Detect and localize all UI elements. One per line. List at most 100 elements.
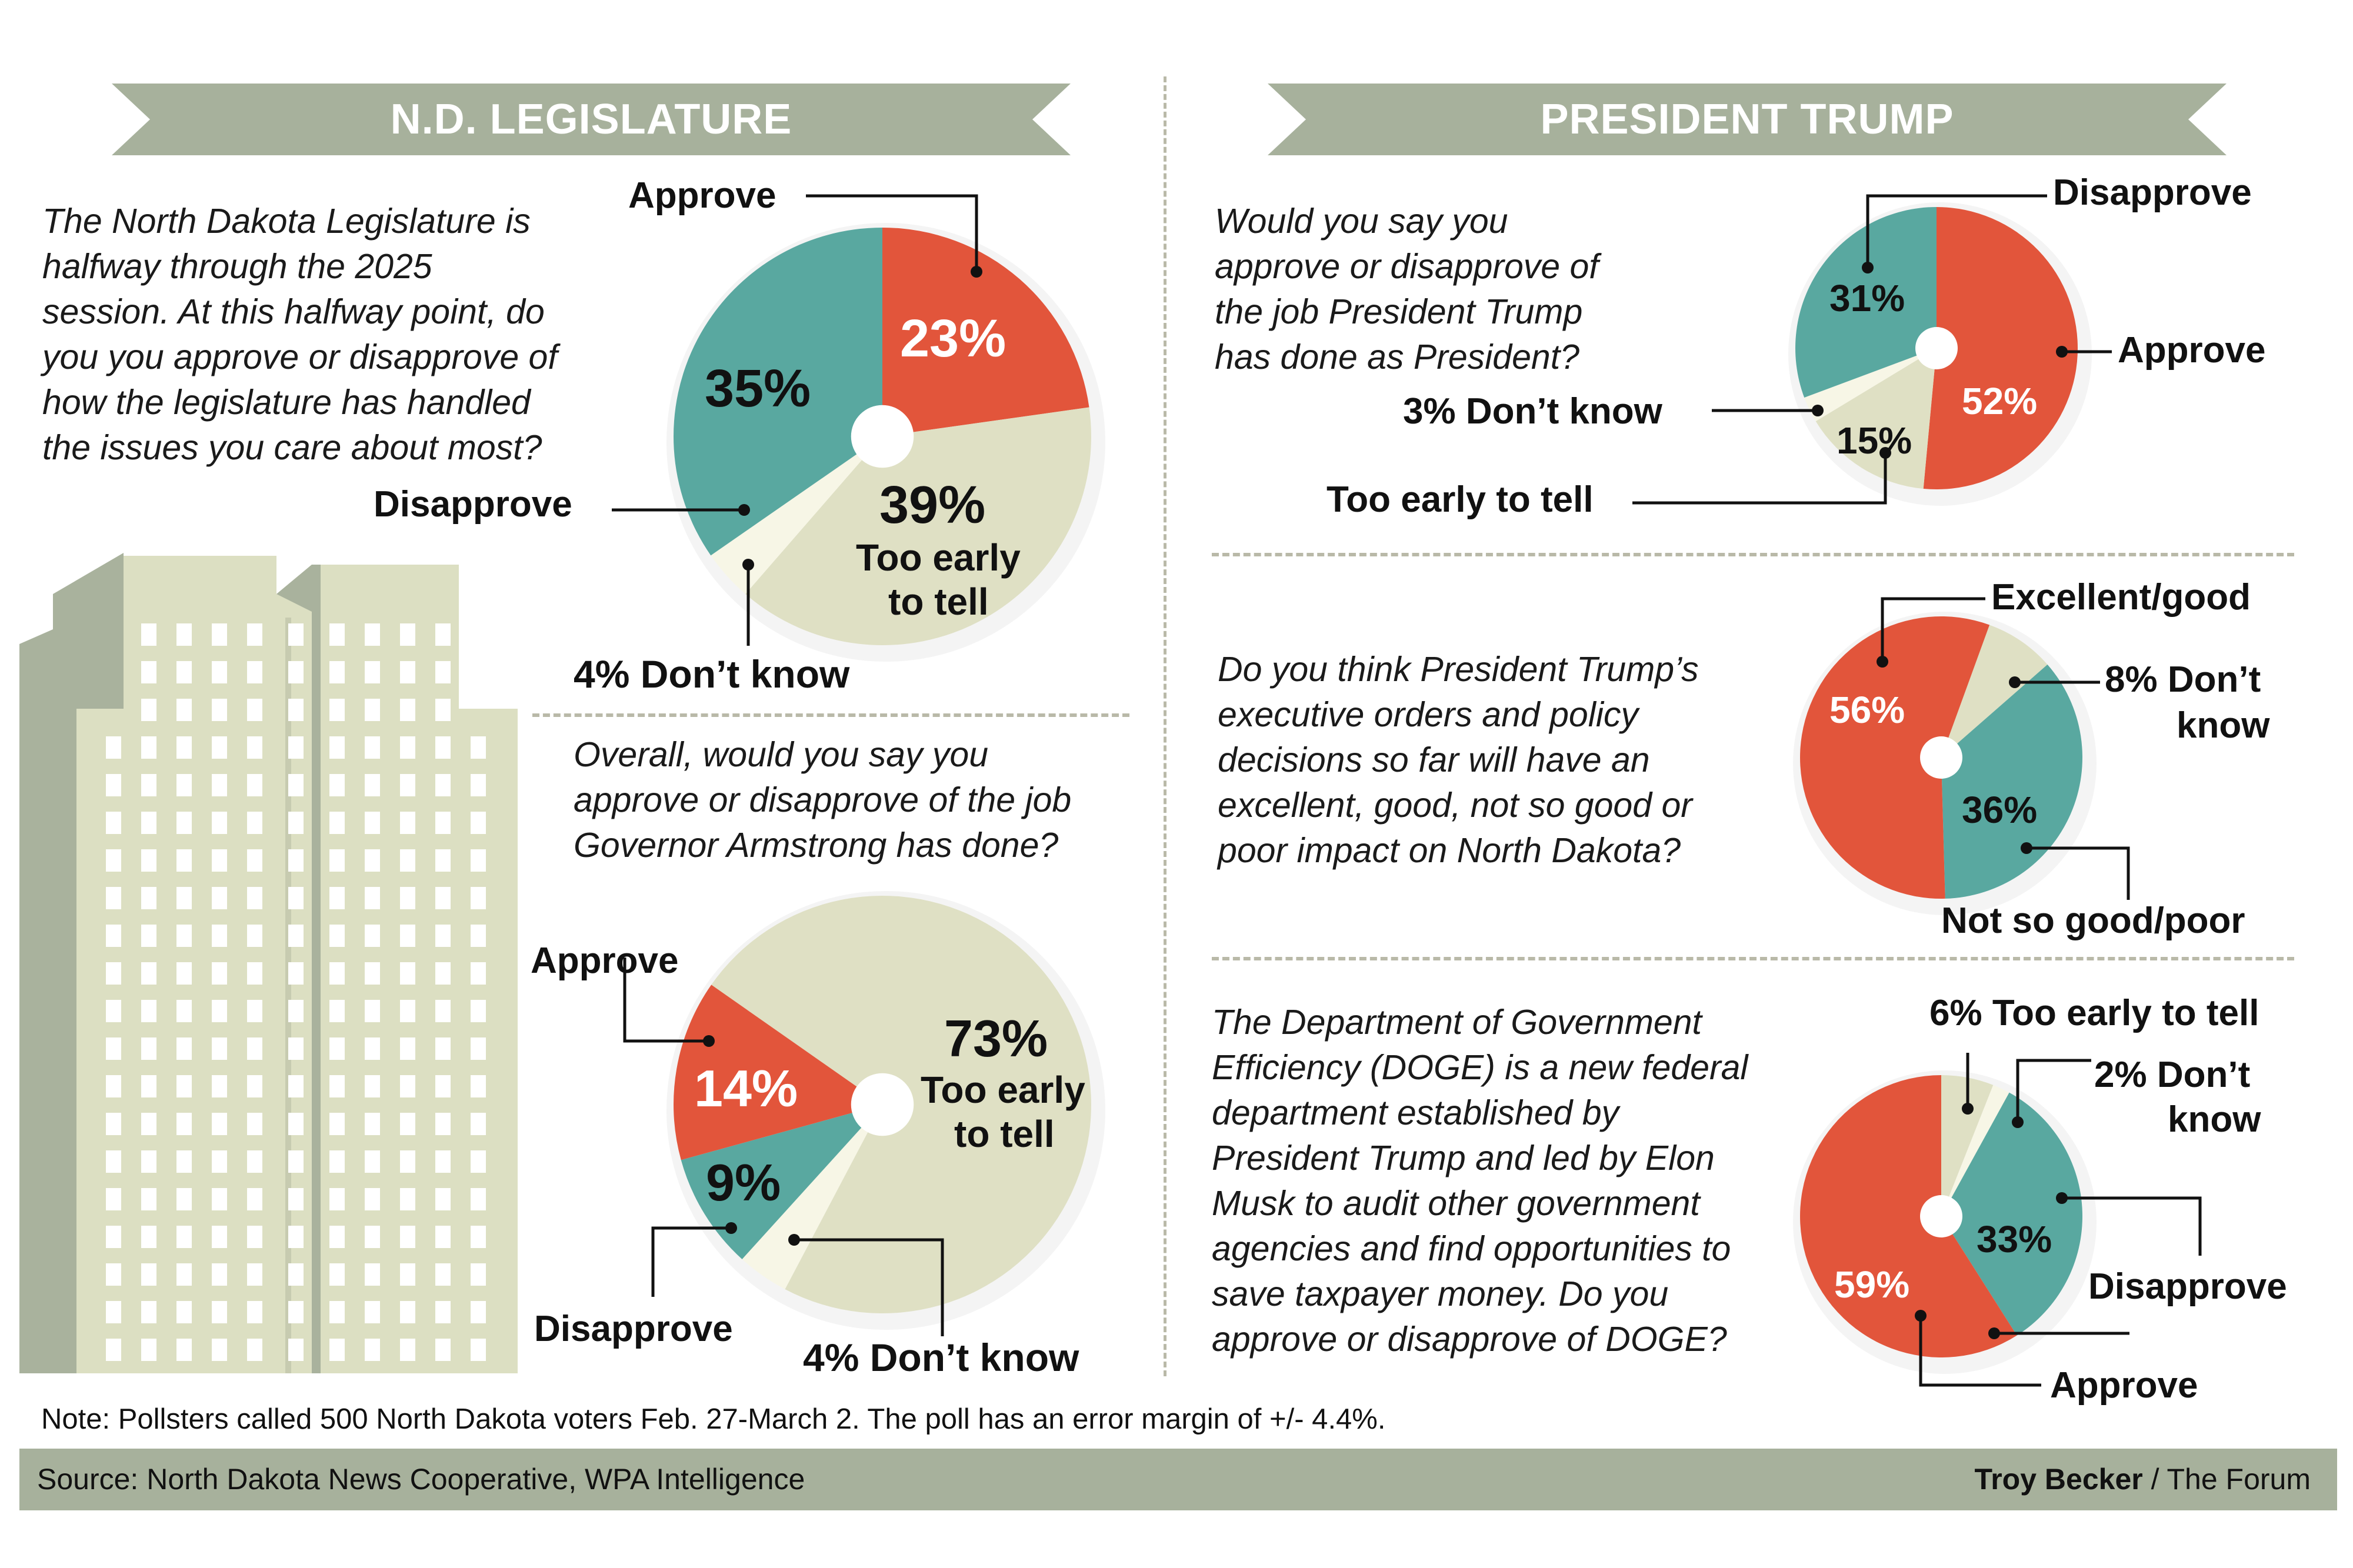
- divider-trump-orders: [1212, 553, 2294, 556]
- building-window: [212, 1226, 227, 1248]
- governor-approve-label: Approve: [531, 940, 679, 981]
- building-window: [435, 812, 451, 834]
- building-window: [365, 1263, 380, 1286]
- building-window: [400, 812, 415, 834]
- building-window: [400, 1037, 415, 1060]
- legislature-question: The North Dakota Legislature is halfway t…: [42, 199, 607, 471]
- building-window: [471, 962, 486, 985]
- right-section-title: PRESIDENT TRUMP: [1540, 96, 1954, 143]
- trump-job-too-early-label: Too early to tell: [1327, 479, 1594, 520]
- building-window: [106, 1339, 121, 1361]
- trump-orders-dont-know-label-2: know: [2177, 705, 2270, 746]
- building-window: [141, 812, 156, 834]
- question-line: Musk to audit other government: [1212, 1184, 1700, 1223]
- building-window: [329, 1263, 345, 1286]
- building-window: [471, 887, 486, 909]
- building-window: [247, 699, 262, 721]
- building-window: [176, 661, 192, 683]
- building-window: [329, 699, 345, 721]
- building-window: [329, 736, 345, 759]
- building-window: [212, 812, 227, 834]
- building-window: [247, 774, 262, 796]
- building-window: [435, 1188, 451, 1210]
- building-window: [365, 1339, 380, 1361]
- building-window: [247, 736, 262, 759]
- building-window: [141, 699, 156, 721]
- building-window: [400, 1263, 415, 1286]
- building-window: [176, 887, 192, 909]
- legislature-disapprove-pct: 35%: [705, 359, 811, 418]
- building-window: [400, 661, 415, 683]
- leader-line: [1919, 1316, 2041, 1387]
- building-window: [435, 736, 451, 759]
- legislature-too-early-label-1: Too early: [856, 536, 1021, 579]
- building-window: [176, 1075, 192, 1097]
- building-window: [288, 925, 304, 947]
- pie-slice-approve: [1923, 207, 2078, 489]
- building-window: [212, 962, 227, 985]
- trump-orders-question: Do you think President Trump’s executive …: [1218, 647, 1806, 873]
- trump-job-question: Would you say you approve or disapprove o…: [1215, 199, 1744, 380]
- building-window: [365, 1188, 380, 1210]
- building-window: [288, 849, 304, 872]
- building-window: [141, 1075, 156, 1097]
- building-window: [365, 887, 380, 909]
- building-window: [106, 1000, 121, 1022]
- footer-bar: Source: North Dakota News Cooperative, W…: [19, 1449, 2337, 1510]
- pie-slice-don-t-know: [1804, 348, 1937, 422]
- building-window: [212, 1301, 227, 1323]
- building-window: [365, 1113, 380, 1135]
- pie-center-hole: [1920, 736, 1962, 779]
- building-seam: [285, 618, 291, 1373]
- building-window: [471, 925, 486, 947]
- building-window: [435, 1075, 451, 1097]
- building-window: [141, 1150, 156, 1173]
- building-window: [141, 887, 156, 909]
- building-window: [435, 925, 451, 947]
- building-window: [329, 1301, 345, 1323]
- building-window: [288, 1150, 304, 1173]
- building-window: [106, 1150, 121, 1173]
- leader-line: [2016, 1059, 2091, 1122]
- building-window: [106, 1301, 121, 1323]
- building-window: [400, 1339, 415, 1361]
- pie-slice-don-t-know: [711, 436, 882, 594]
- building-window: [329, 962, 345, 985]
- governor-disapprove-pct: 9%: [706, 1153, 781, 1212]
- building-window: [365, 736, 380, 759]
- building-window: [247, 925, 262, 947]
- leader-dot: [1877, 656, 1888, 668]
- building-window: [365, 1037, 380, 1060]
- credit-text: Troy Becker / The Forum: [1974, 1449, 2311, 1510]
- question-line: excellent, good, not so good or: [1218, 786, 1692, 825]
- question-line: the issues you care about most?: [42, 428, 542, 467]
- leader-line: [806, 194, 978, 272]
- building-window: [471, 1301, 486, 1323]
- building-window: [400, 962, 415, 985]
- question-line: President Trump and led by Elon: [1212, 1139, 1715, 1177]
- building-window: [176, 812, 192, 834]
- building-window: [212, 1000, 227, 1022]
- pie-slice-don-t-know: [742, 1105, 882, 1290]
- building-window: [365, 1150, 380, 1173]
- building-window: [212, 661, 227, 683]
- building-window: [365, 962, 380, 985]
- building-window: [176, 623, 192, 646]
- leader-dot: [971, 266, 982, 278]
- divider-doge: [1212, 957, 2294, 960]
- building-window: [141, 1113, 156, 1135]
- question-line: department established by: [1212, 1093, 1619, 1132]
- building-window: [247, 1226, 262, 1248]
- building-window: [141, 661, 156, 683]
- building-window: [365, 699, 380, 721]
- building-window: [288, 1226, 304, 1248]
- right-section-banner: PRESIDENT TRUMP: [1268, 84, 2227, 155]
- leader-dot: [2056, 1192, 2068, 1204]
- trump-orders-excellent-label: Excellent/good: [1991, 577, 2251, 618]
- building-window: [435, 1301, 451, 1323]
- trump-orders-not-so-good-label: Not so good/poor: [1941, 900, 2245, 941]
- building-window: [400, 849, 415, 872]
- building-window: [247, 1113, 262, 1135]
- building-window: [212, 774, 227, 796]
- leader-dot: [788, 1234, 800, 1246]
